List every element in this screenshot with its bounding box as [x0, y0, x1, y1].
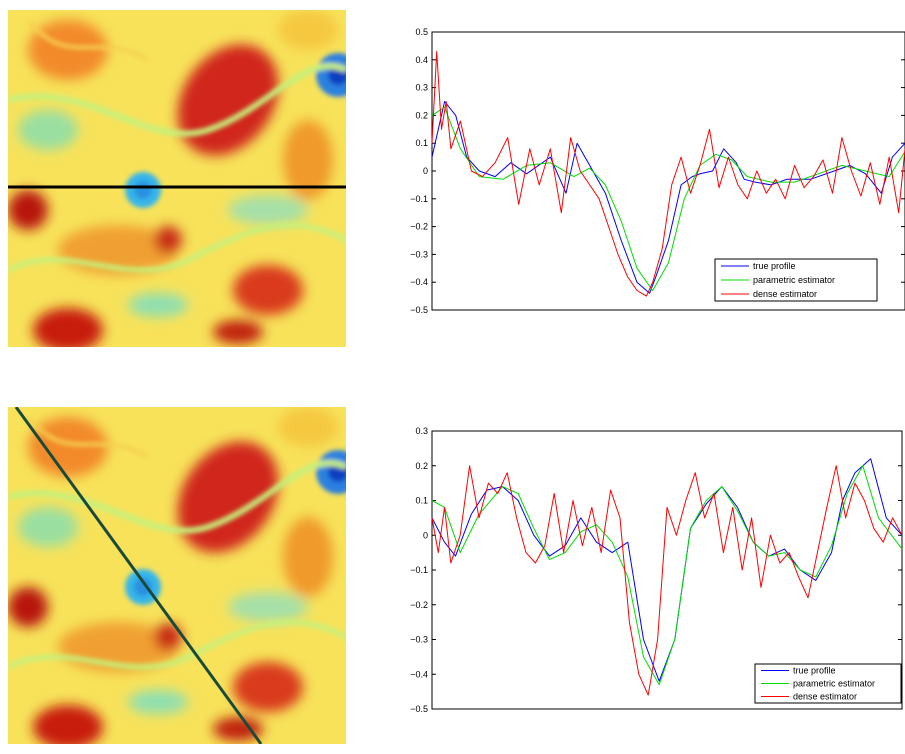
y-tick-label: −0.4 — [410, 669, 428, 679]
y-tick-label: −0.4 — [410, 277, 428, 287]
legend-label: parametric estimator — [793, 679, 875, 689]
y-tick-label: −0.1 — [410, 194, 428, 204]
y-tick-label: −0.3 — [410, 635, 428, 645]
profile-chart-top-svg: 0.5 0.4 0.3 0.2 0.1 0 −0.1 −0.2 −0.3 −0.4 −0.5 true… — [410, 27, 905, 315]
y-tick-label: 0.2 — [415, 461, 428, 471]
legend-label: dense estimator — [793, 692, 857, 702]
profile-chart-top: 0.5 0.4 0.3 0.2 0.1 0 −0.1 −0.2 −0.3 −0.4 −0.5 true… — [380, 22, 905, 322]
y-tick-label: 0.2 — [415, 110, 428, 120]
profile-chart-bottom-svg: 0.3 0.2 0.1 0 −0.1 −0.2 −0.3 −0.4 −0.5 true profi… — [410, 426, 903, 714]
series-line-parametric-estimator — [431, 465, 903, 686]
y-tick-label: 0.5 — [415, 27, 428, 37]
series-line-dense-estimator — [431, 51, 905, 297]
y-tick-label: −0.2 — [410, 222, 428, 232]
series-line-dense-estimator — [431, 465, 903, 696]
series-line-true-profile — [431, 458, 903, 682]
y-tick-label: 0.4 — [415, 55, 428, 65]
legend-label: parametric estimator — [753, 275, 835, 285]
vorticity-field-svg-bottom — [8, 407, 346, 744]
y-tick-label: −0.2 — [410, 600, 428, 610]
y-tick-label: 0.1 — [415, 138, 428, 148]
y-tick-label: 0.1 — [415, 496, 428, 506]
legend-label: dense estimator — [753, 289, 817, 299]
profile-chart-bottom: 0.3 0.2 0.1 0 −0.1 −0.2 −0.3 −0.4 −0.5 true profi… — [380, 422, 905, 722]
y-tick-label: −0.1 — [410, 565, 428, 575]
series-line-true-profile — [431, 101, 905, 294]
y-tick-label: 0.3 — [415, 426, 428, 436]
y-tick-label: −0.5 — [410, 305, 428, 315]
y-tick-label: −0.5 — [410, 704, 428, 714]
vorticity-field-image-top — [8, 10, 346, 347]
y-tick-label: 0 — [423, 530, 428, 540]
y-tick-label: 0 — [423, 166, 428, 176]
y-tick-label: −0.3 — [410, 249, 428, 259]
vorticity-field-image-bottom — [8, 407, 346, 744]
legend-label: true profile — [753, 261, 796, 271]
legend-label: true profile — [793, 666, 836, 676]
vorticity-field-svg-top — [8, 10, 346, 347]
transect-line-diagonal — [14, 407, 263, 744]
y-tick-label: 0.3 — [415, 83, 428, 93]
